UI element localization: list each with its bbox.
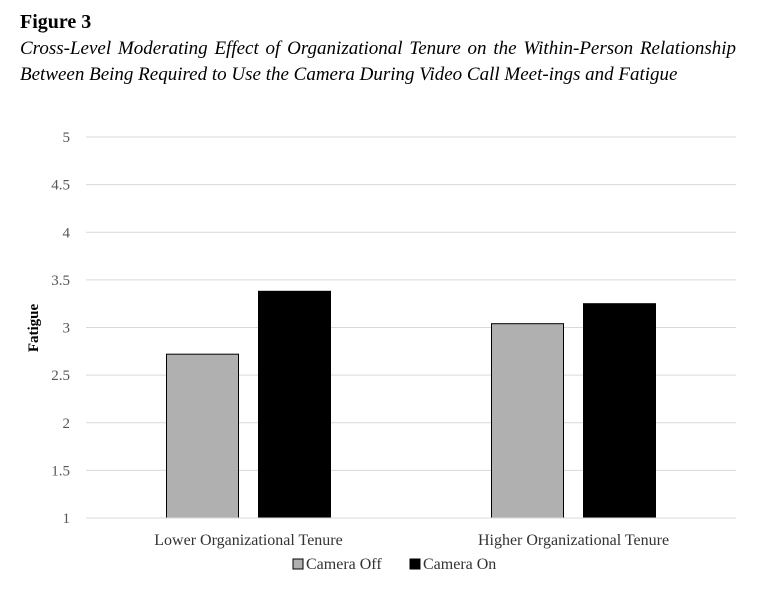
y-axis-title: Fatigue [26, 303, 42, 352]
y-tick-label: 4 [63, 225, 71, 241]
y-tick-label: 3 [63, 321, 71, 337]
x-axis-categories: Lower Organizational Tenure Higher Organi… [154, 532, 669, 549]
bars [166, 290, 656, 519]
y-axis-ticks: 1 1.5 2 2.5 3 3.5 4 4.5 5 [51, 130, 70, 527]
y-tick-label: 4.5 [51, 178, 70, 194]
y-tick-label: 2.5 [51, 368, 70, 384]
legend-label: Camera On [423, 556, 496, 573]
figure-label: Figure 3 [20, 11, 92, 33]
bar-camera-off-higher [491, 323, 564, 519]
x-category-label: Higher Organizational Tenure [478, 532, 669, 549]
x-category-label: Lower Organizational Tenure [154, 532, 342, 549]
y-tick-label: 3.5 [51, 273, 70, 289]
bar-camera-off-lower [166, 353, 239, 519]
legend-label: Camera Off [306, 556, 382, 573]
bar-camera-on-lower [258, 290, 331, 519]
y-tick-label: 5 [63, 130, 71, 146]
figure-caption: Cross-Level Moderating Effect of Organiz… [20, 38, 736, 85]
y-tick-label: 1 [63, 511, 71, 527]
bar-camera-on-higher [583, 303, 656, 519]
legend: Camera Off Camera On [292, 556, 496, 573]
y-tick-label: 1.5 [51, 463, 70, 479]
legend-swatch-camera-off [292, 558, 304, 570]
y-tick-label: 2 [63, 416, 71, 432]
legend-swatch-camera-on [409, 558, 421, 570]
